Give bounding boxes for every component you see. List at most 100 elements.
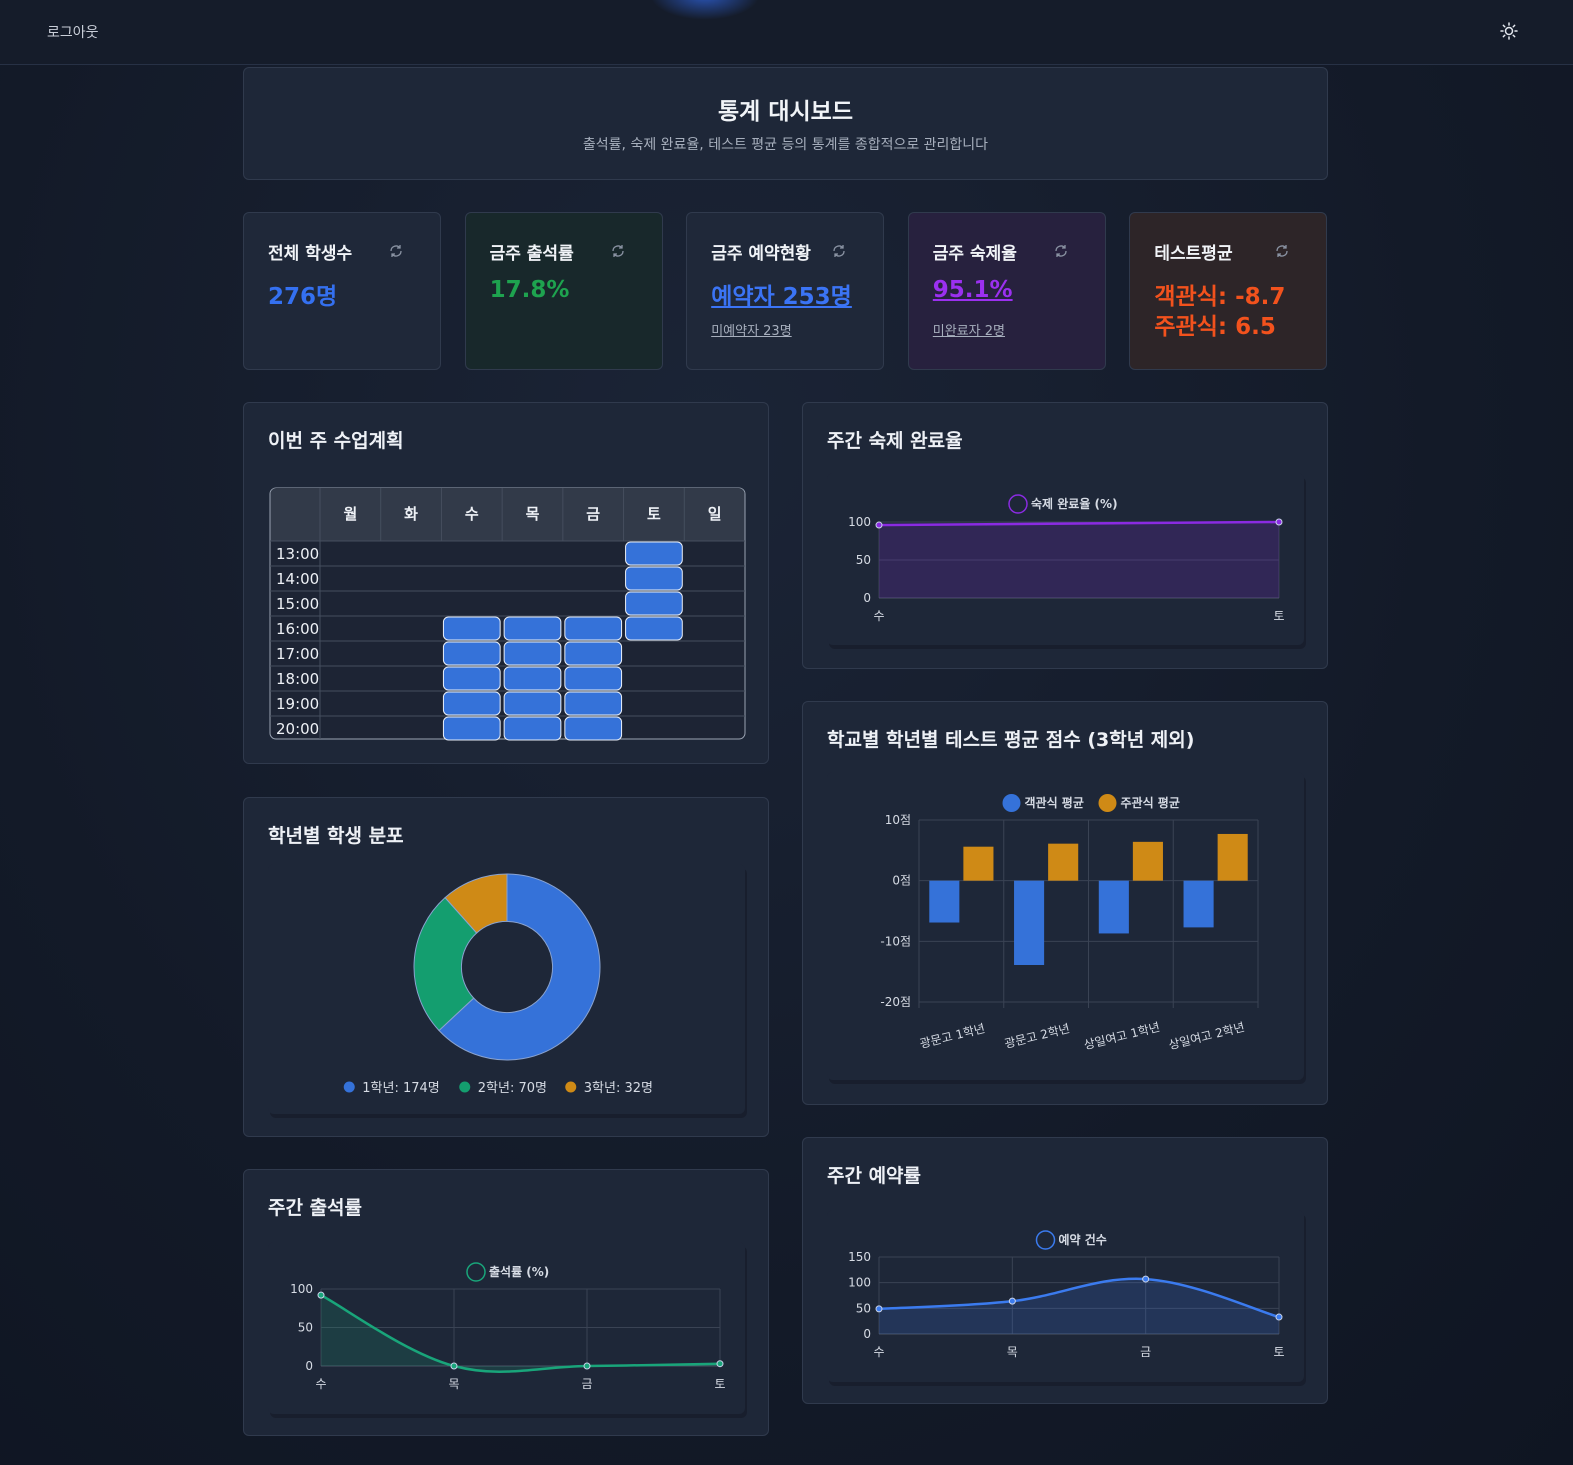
page-title: 통계 대시보드 [718, 99, 853, 125]
time-label: 19:00 [276, 695, 319, 713]
legend-label: 1학년: 174명 [362, 1081, 439, 1096]
stat-sub-link[interactable]: 미예약자 23명 [711, 324, 792, 339]
y-tick-label: 50 [856, 553, 871, 567]
bar [1132, 841, 1163, 881]
class-slot [564, 716, 623, 741]
logout-button[interactable]: 로그아웃 [47, 25, 99, 41]
y-tick-label: 100 [848, 515, 871, 529]
chart-card: 주간 숙제 완료율 숙제 완료율 (%) 0 50 100 수 토 [802, 402, 1328, 669]
refresh-icon[interactable] [1053, 243, 1069, 259]
class-slot [564, 691, 623, 716]
legend-label: 객관식 평균 [1025, 795, 1084, 810]
card-title: 주간 예약률 [827, 1165, 921, 1187]
bar [929, 880, 960, 923]
class-slot [625, 566, 683, 591]
page-subtitle: 출석률, 숙제 완료율, 테스트 평균 등의 통계를 종합적으로 관리합니다 [582, 137, 989, 153]
class-slot [442, 666, 501, 691]
legend-label: 예약 건수 [1059, 1232, 1107, 1247]
refresh-icon[interactable] [831, 243, 847, 259]
refresh-icon[interactable] [388, 243, 404, 259]
legend-swatch [343, 1081, 355, 1093]
stat-value[interactable]: 예약자 253명 [711, 284, 852, 310]
stat-value[interactable]: 95.1% [932, 277, 1013, 303]
sun-ray [1512, 24, 1516, 28]
class-slot [625, 591, 683, 616]
class-slot [442, 616, 501, 641]
legend-label: 3학년: 32명 [584, 1081, 653, 1096]
day-header: 목 [526, 505, 540, 523]
chart-canvas: 학교별 학년별 테스트 평균 점수 (3학년 제외) 객관식 평균 주관식 평균 -2… [827, 729, 1306, 1084]
area [321, 1295, 720, 1372]
top-bar: 로그아웃 [0, 0, 1573, 65]
x-tick-label: 수 [873, 609, 884, 623]
stat-value: 276명 [268, 284, 338, 310]
day-header: 화 [404, 505, 418, 523]
class-slot [503, 691, 562, 716]
chart-panel [268, 864, 745, 1114]
pie-slice [438, 873, 601, 1061]
theme-toggle[interactable] [1499, 21, 1519, 41]
legend-label: 숙제 완료율 (%) [1031, 497, 1118, 511]
class-slot [625, 541, 683, 566]
stat-card: 금주 숙제율 95.1% 미완료자 2명 [907, 212, 1106, 370]
stat-value: 주관식: 6.5 [1154, 314, 1276, 340]
y-tick-label: 10점 [885, 813, 911, 827]
area [879, 1278, 1279, 1334]
refresh-arrow [1276, 245, 1289, 257]
y-tick-label: -10점 [880, 934, 911, 948]
refresh-arrow [833, 245, 845, 257]
point [716, 1360, 724, 1368]
class-slot [503, 666, 562, 691]
stat-card: 전체 학생수 276명 [243, 212, 441, 370]
schedule-card: 이번 주 수업계획 월 화 수 목 금 토 일 13:00 14:00 15:00 16:00 17:0… [243, 402, 769, 764]
class-slot [564, 666, 623, 691]
sun-ray [1502, 24, 1506, 28]
refresh-arrow [611, 245, 624, 257]
sun-ray [1512, 34, 1516, 38]
time-label: 20:00 [276, 720, 319, 738]
point [317, 1291, 325, 1299]
point [1008, 1297, 1016, 1305]
y-tick-label: 0점 [892, 874, 911, 888]
stat-card: 금주 예약현황 예약자 253명 미예약자 23명 [686, 212, 885, 370]
stat-title: 테스트평균 [1154, 244, 1233, 264]
line [878, 1277, 1280, 1319]
stat-sub-link[interactable]: 미완료자 2명 [932, 324, 1006, 339]
card-title: 주간 숙제 완료율 [827, 430, 963, 452]
bar [1183, 880, 1214, 928]
time-label: 18:00 [276, 670, 319, 688]
class-slot [564, 616, 623, 641]
pie-slice [413, 896, 478, 1032]
refresh-icon[interactable] [610, 243, 626, 259]
y-tick-label: 0 [863, 591, 871, 605]
legend-swatch [1008, 494, 1028, 514]
y-tick-label: -20점 [880, 995, 911, 1009]
time-label: 17:00 [276, 645, 319, 663]
x-tick-label: 목 [1007, 1345, 1018, 1359]
refresh-icon[interactable] [1274, 243, 1290, 259]
legend-label: 2학년: 70명 [478, 1081, 547, 1096]
class-slot [442, 716, 501, 741]
bar [1098, 880, 1129, 934]
class-slot [503, 716, 562, 741]
stat-card: 금주 출석률 17.8% [464, 212, 663, 370]
point [875, 521, 883, 529]
time-label: 14:00 [276, 570, 319, 588]
point [1275, 518, 1283, 526]
point [1275, 1313, 1283, 1321]
refresh-arrow [390, 245, 402, 257]
time-label: 16:00 [276, 620, 319, 638]
point [875, 1305, 883, 1313]
class-slot [442, 641, 501, 666]
y-tick-label: 50 [856, 1301, 871, 1315]
bar [1014, 880, 1045, 965]
legend-swatch [1002, 794, 1021, 812]
legend-swatch [1035, 1230, 1056, 1250]
chart-card: 학교별 학년별 테스트 평균 점수 (3학년 제외) 객관식 평균 주관식 평균 -2… [802, 701, 1328, 1105]
sun-icon [1504, 26, 1514, 36]
point [583, 1362, 591, 1370]
legend-label: 주관식 평균 [1121, 795, 1180, 810]
y-tick-label: 0 [863, 1327, 871, 1341]
